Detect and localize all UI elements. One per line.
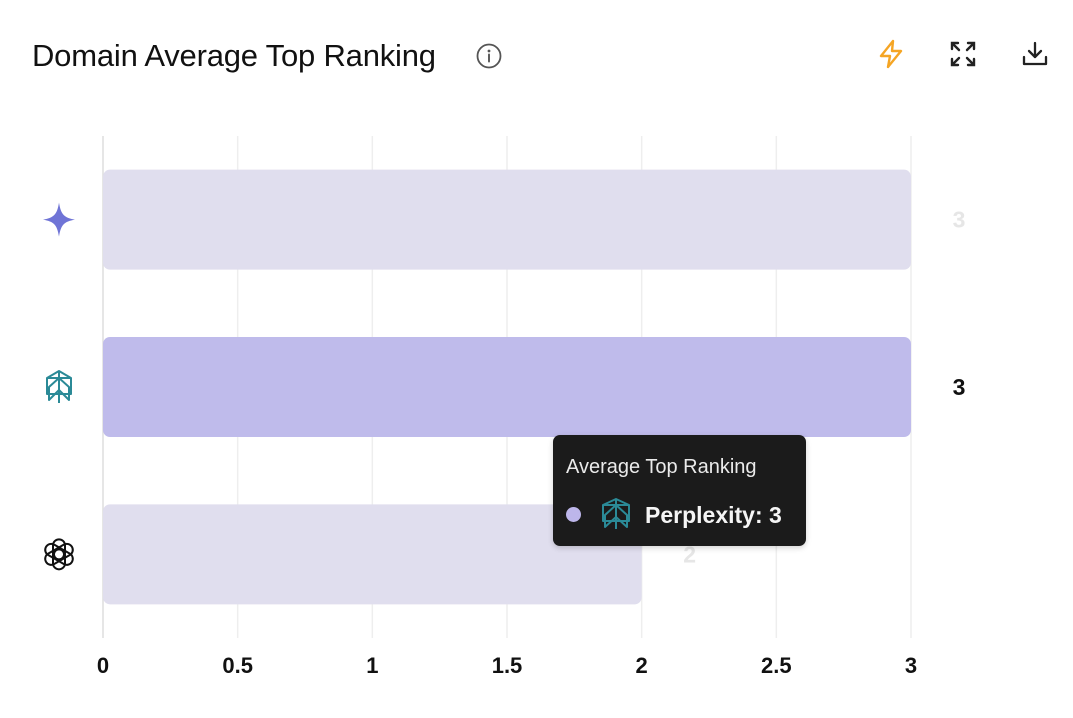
download-button[interactable]	[1017, 38, 1053, 74]
info-icon[interactable]	[475, 42, 503, 70]
chart-tooltip: Average Top Ranking Perplexity: 3	[553, 435, 806, 546]
gemini-sparkle-icon	[43, 202, 75, 237]
x-tick-label: 3	[905, 653, 917, 678]
x-tick-label: 1.5	[492, 653, 523, 678]
lightning-button[interactable]	[873, 38, 909, 74]
openai-icon	[44, 538, 74, 571]
lightning-icon	[875, 38, 907, 75]
bar-value-label: 3	[953, 374, 966, 400]
bar-gemini[interactable]	[103, 169, 911, 270]
bar-chatgpt[interactable]	[103, 504, 642, 605]
chart-title: Domain Average Top Ranking	[32, 38, 436, 73]
chart-header: Domain Average Top Ranking	[32, 30, 1051, 82]
x-tick-label: 1	[366, 653, 378, 678]
x-tick-label: 2.5	[761, 653, 792, 678]
bar-value-label: 2	[683, 541, 696, 567]
perplexity-icon	[46, 370, 72, 403]
x-tick-label: 2	[636, 653, 648, 678]
bar-value-label: 3	[953, 207, 966, 233]
expand-button[interactable]	[945, 38, 981, 74]
tooltip-value: Perplexity: 3	[645, 502, 782, 528]
tooltip-title: Average Top Ranking	[566, 456, 757, 478]
tooltip-series-dot	[566, 507, 581, 522]
download-icon	[1021, 40, 1049, 73]
x-tick-label: 0	[97, 653, 109, 678]
perplexity-icon	[600, 497, 632, 531]
expand-icon	[949, 40, 977, 73]
bar-perplexity[interactable]	[103, 337, 911, 437]
x-tick-label: 0.5	[222, 653, 253, 678]
